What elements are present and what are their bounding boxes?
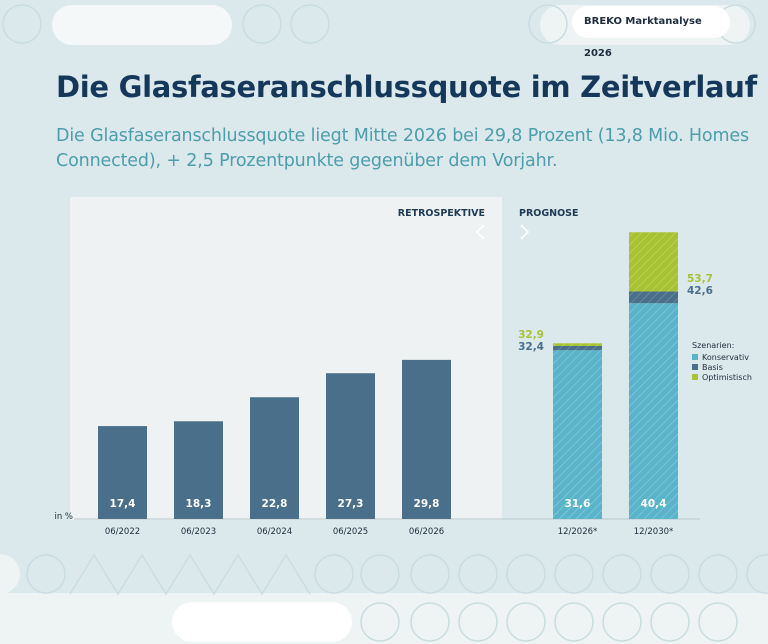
- section-label-retrospektive: RETROSPEKTIVE: [398, 208, 485, 219]
- section-divider: [502, 197, 508, 520]
- bar-value-label: 27,3: [338, 498, 364, 510]
- x-tick-label: 06/2023: [181, 527, 216, 537]
- bar-konservativ-12-2026: [553, 350, 602, 519]
- legend-swatch-konservativ: [692, 354, 698, 360]
- value-label-optimistisch-12-2026: 32,9: [518, 329, 544, 341]
- bar-06-2024: [250, 397, 299, 519]
- bar-basis-12-2026: [553, 345, 602, 351]
- x-tick-label: 06/2024: [257, 527, 292, 537]
- bar-value-label: 18,3: [186, 498, 212, 510]
- x-tick-label: 06/2026: [409, 527, 444, 537]
- value-label-basis-12-2026: 32,4: [518, 341, 544, 353]
- x-tick-label: 12/2026*: [558, 527, 598, 537]
- legend-item-basis: Basis: [702, 363, 723, 372]
- bar-value-label: 17,4: [110, 498, 136, 510]
- legend-item-optimistisch: Optimistisch: [702, 373, 752, 382]
- publication-badge: BREKO Marktanalyse 2026: [572, 6, 730, 59]
- x-tick-label: 06/2022: [105, 527, 140, 537]
- retrospektive-series: 17,4 06/2022 18,3 06/2023 22,8 06/2024 27,3 06/…: [98, 359, 451, 537]
- x-tick-label: 12/2030*: [634, 527, 674, 537]
- bar-06-2022: [98, 426, 147, 519]
- legend-item-konservativ: Konservativ: [702, 353, 749, 362]
- chevron-left-icon: [475, 224, 485, 240]
- bar-optimistisch-12-2030: [629, 232, 678, 292]
- legend-title: Szenarien:: [692, 341, 734, 350]
- bar-optimistisch-12-2026: [553, 343, 602, 346]
- chevron-right-icon: [520, 224, 530, 240]
- bar-value-label-konservativ: 40,4: [641, 498, 667, 510]
- bar-06-2026: [402, 359, 451, 519]
- bar-value-label: 29,8: [414, 498, 440, 510]
- value-label-optimistisch-12-2030: 53,7: [687, 273, 713, 285]
- x-tick-label: 06/2025: [333, 527, 368, 537]
- bar-value-label-konservativ: 31,6: [565, 498, 591, 510]
- bar-06-2025: [326, 373, 375, 519]
- prognose-series: 31,6 12/2026* 40,4 12/2030* 32,932,4 53,742,6: [518, 232, 713, 537]
- page-subtitle: Die Glasfaseranschlussquote liegt Mitte …: [56, 126, 749, 171]
- legend-swatch-optimistisch: [692, 374, 698, 380]
- page-title: Die Glasfaseranschlussquote im Zeitverla…: [56, 70, 757, 104]
- unit-label: in %: [54, 512, 73, 522]
- bar-value-label: 22,8: [262, 498, 288, 510]
- bar-konservativ-12-2030: [629, 303, 678, 519]
- value-label-basis-12-2030: 42,6: [687, 285, 713, 297]
- bar-basis-12-2030: [629, 291, 678, 304]
- bar-06-2023: [174, 421, 223, 519]
- legend-swatch-basis: [692, 364, 698, 370]
- section-label-prognose: PROGNOSE: [519, 208, 579, 219]
